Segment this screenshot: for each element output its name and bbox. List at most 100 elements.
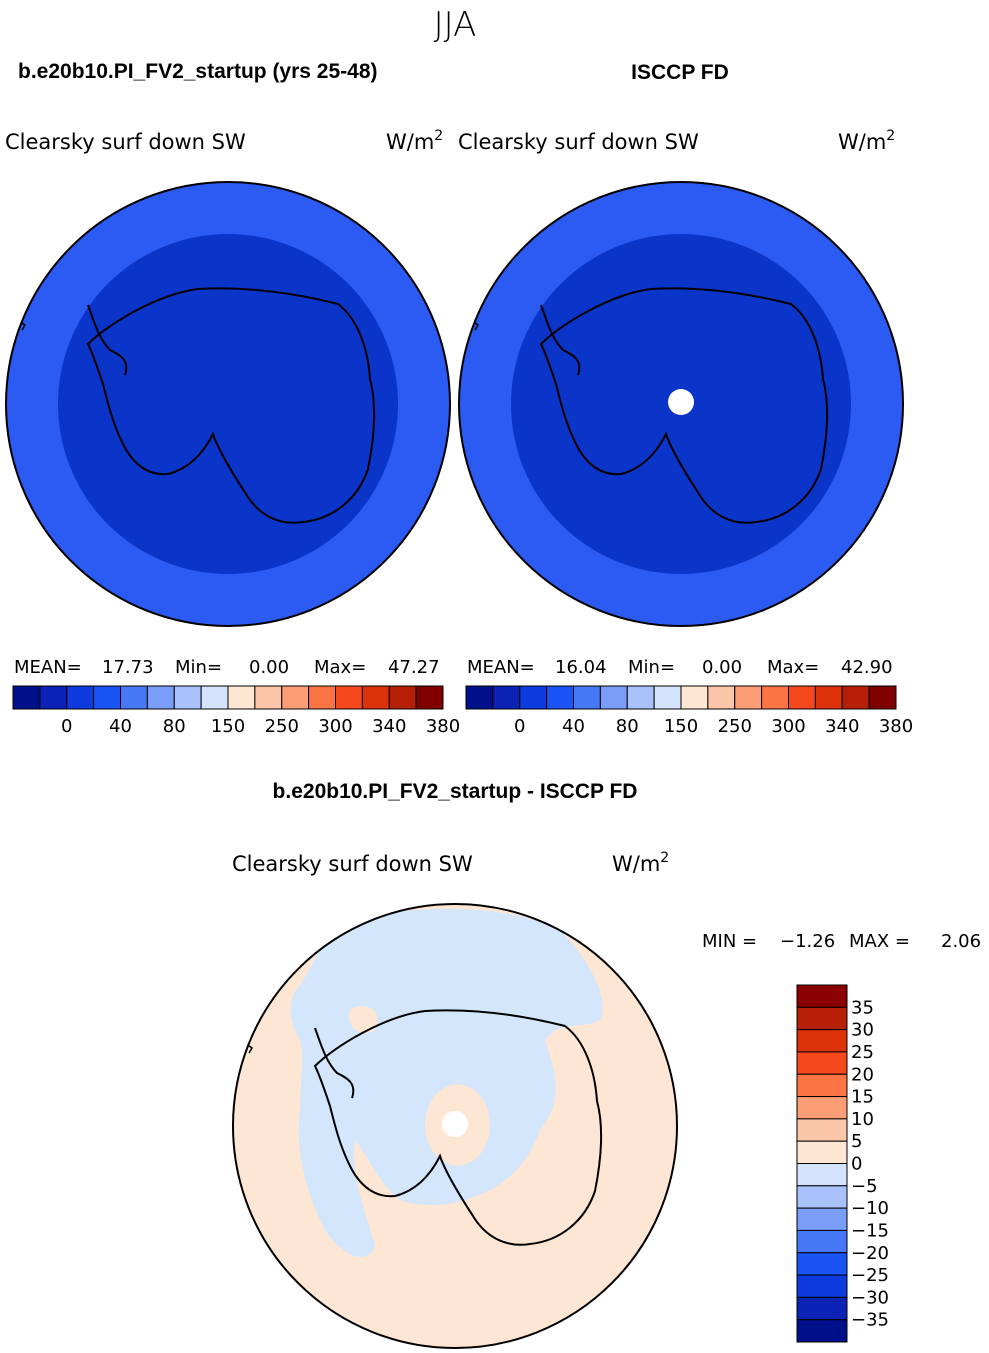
model-colorbar-cell	[254, 685, 283, 710]
obs-colorbar-cell	[841, 685, 870, 710]
diff-colorbar-cell	[796, 1185, 848, 1209]
model-panel-title: b.e20b10.PI_FV2_startup (yrs 25-48)	[18, 60, 378, 83]
model-colorbar-labels: 0 40 80 150 250 300 340 380	[61, 716, 460, 737]
diff-colorbar-cell	[796, 1229, 848, 1254]
model-colorbar-cell	[361, 685, 390, 710]
diff-colorbar-tick-label: 35	[851, 997, 874, 1018]
obs-colorbar	[465, 685, 897, 710]
model-colorbar-tick-label: 80	[163, 716, 186, 737]
obs-colorbar-labels: 0 40 80 150 250 300 340 380	[514, 716, 913, 737]
model-colorbar-tick-label: 40	[109, 716, 132, 737]
diff-colorbar-cell	[796, 1118, 848, 1142]
model-colorbar-cell	[415, 685, 444, 710]
model-colorbar-tick-label: 150	[211, 716, 245, 737]
obs-colorbar-cell	[465, 685, 494, 710]
model-units-label: W/m2	[386, 128, 443, 154]
model-peninsula-coastline	[87, 304, 128, 376]
diff-colorbar-tick-label: 0	[851, 1154, 862, 1175]
model-colorbar-cell	[120, 685, 148, 710]
obs-units-label: W/m2	[838, 128, 895, 154]
model-colorbar-tick-label: 380	[426, 716, 460, 737]
diff-colorbar-cell	[796, 1073, 848, 1098]
model-colorbar-cell	[200, 685, 229, 710]
obs-colorbar-tick-label: 250	[718, 716, 752, 737]
obs-colorbar-cell	[761, 685, 789, 710]
diff-colorbar-tick-label: −20	[851, 1243, 889, 1264]
diff-colorbar	[796, 984, 848, 1343]
obs-colorbar-cell	[492, 685, 521, 710]
season-title: JJA	[434, 5, 477, 45]
model-colorbar-cell	[12, 685, 41, 710]
diff-colorbar-tick-label: −35	[851, 1310, 889, 1331]
obs-polar-map	[458, 181, 904, 627]
diff-colorbar-cell	[796, 1207, 848, 1231]
diff-colorbar-cell	[796, 984, 848, 1008]
obs-colorbar-cell	[788, 685, 816, 710]
diff-pole-hole	[442, 1111, 468, 1137]
diff-colorbar-cell	[796, 1006, 848, 1031]
diff-colorbar-cell	[796, 1029, 848, 1053]
diff-colorbar-cell	[796, 1140, 848, 1164]
diff-peninsula-coastline	[314, 1027, 355, 1099]
diff-colorbar-tick-label: 15	[851, 1087, 874, 1108]
obs-colorbar-cell	[653, 685, 682, 710]
diff-colorbar-tick-label: −30	[851, 1287, 889, 1308]
obs-colorbar-tick-label: 40	[562, 716, 585, 737]
obs-panel-title: ISCCP FD	[631, 61, 729, 84]
obs-colorbar-tick-label: 340	[825, 716, 859, 737]
diff-colorbar-tick-label: −15	[851, 1220, 889, 1241]
obs-colorbar-cell	[734, 685, 763, 710]
model-polar-map	[5, 181, 451, 627]
diff-panel-title: b.e20b10.PI_FV2_startup - ISCCP FD	[273, 780, 638, 803]
obs-peninsula-coastline	[540, 304, 581, 376]
diff-colorbar-tick-label: 30	[851, 1020, 874, 1041]
obs-colorbar-tick-label: 150	[664, 716, 698, 737]
diff-colorbar-cell	[796, 1296, 848, 1321]
diff-units-label: W/m2	[612, 850, 669, 876]
obs-stats: MEAN= 16.04 Min= 0.00 Max= 42.90	[467, 657, 893, 678]
obs-pole-hole	[668, 389, 694, 415]
model-colorbar-tick-label: 0	[61, 716, 72, 737]
model-colorbar	[12, 685, 444, 710]
model-colorbar-cell	[173, 685, 202, 710]
diff-small-positive-patch	[349, 1006, 378, 1034]
diff-colorbar-cell	[796, 1163, 848, 1187]
diff-colorbar-tick-label: 10	[851, 1109, 874, 1130]
model-colorbar-cell	[335, 685, 363, 710]
obs-colorbar-cell	[626, 685, 655, 710]
diff-colorbar-cell	[796, 1252, 848, 1276]
diff-colorbar-tick-label: −10	[851, 1198, 889, 1219]
diff-colorbar-cell	[796, 1051, 848, 1075]
model-colorbar-tick-label: 340	[372, 716, 406, 737]
model-inner-field	[58, 234, 398, 574]
obs-colorbar-tick-label: 80	[616, 716, 639, 737]
obs-colorbar-tick-label: 380	[879, 716, 913, 737]
diff-colorbar-tick-label: −5	[851, 1176, 878, 1197]
model-colorbar-cell	[227, 685, 256, 710]
obs-colorbar-tick-label: 300	[771, 716, 805, 737]
diff-negative-region	[290, 908, 603, 1257]
model-colorbar-tick-label: 250	[265, 716, 299, 737]
obs-colorbar-tick-label: 0	[514, 716, 525, 737]
diff-polar-map	[232, 903, 678, 1349]
obs-variable-label: Clearsky surf down SW	[458, 130, 699, 154]
model-variable-label: Clearsky surf down SW	[5, 130, 246, 154]
model-colorbar-cell	[146, 685, 175, 710]
model-colorbar-cell	[281, 685, 310, 710]
diff-stats: MIN = −1.26 MAX = 2.06	[702, 931, 981, 952]
model-colorbar-tick-label: 300	[318, 716, 352, 737]
obs-colorbar-cell	[599, 685, 628, 710]
diff-variable-label: Clearsky surf down SW	[232, 852, 473, 876]
diff-colorbar-tick-label: 5	[851, 1131, 862, 1152]
model-stats: MEAN= 17.73 Min= 0.00 Max= 47.27	[14, 657, 440, 678]
diff-colorbar-cell	[796, 1319, 848, 1343]
obs-colorbar-cell	[546, 685, 574, 710]
obs-colorbar-cell	[868, 685, 897, 710]
diff-colorbar-cell	[796, 1274, 848, 1298]
model-colorbar-cell	[93, 685, 121, 710]
model-colorbar-cell	[388, 685, 417, 710]
model-colorbar-cell	[39, 685, 68, 710]
obs-colorbar-cell	[519, 685, 548, 710]
